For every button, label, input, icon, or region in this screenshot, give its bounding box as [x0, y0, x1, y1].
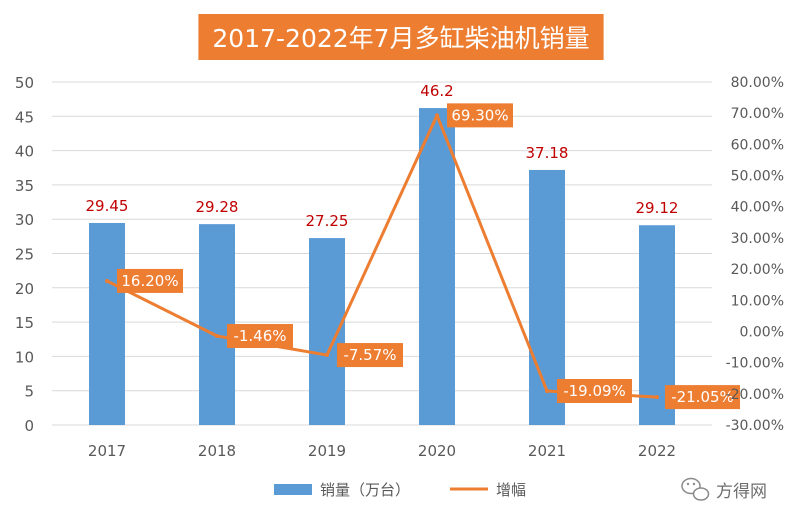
y-left-tick-label: 35: [15, 177, 34, 195]
y-right-tick-label: 80.00%: [731, 75, 784, 91]
y-left-tick-label: 15: [15, 314, 34, 332]
bar-value-label: 27.25: [306, 212, 349, 230]
bar-value-label: 29.28: [196, 198, 239, 216]
line-label-box: [665, 385, 740, 410]
bar-series: 29.45 29.28 27.25 46.2 37.18 29.12: [86, 82, 679, 426]
y-left-tick-label: 20: [15, 280, 34, 298]
bar: [89, 222, 125, 425]
wechat-icon: [681, 477, 710, 501]
y-right-tick-label: 30.00%: [731, 231, 784, 247]
line-point: [655, 395, 659, 400]
line-value-label: -19.09%: [563, 382, 626, 400]
x-tick-label: 2020: [418, 442, 456, 460]
line-value-label: 69.30%: [451, 106, 508, 124]
line-series: 16.20% -1.46% -7.57% 69.30% -19.09% -21.05%: [105, 103, 740, 410]
y-right-tick-label: 40.00%: [731, 200, 784, 216]
line-label-box: [227, 324, 293, 349]
line-point: [545, 388, 549, 393]
y-left-tick-label: 40: [15, 143, 34, 161]
watermark-text: 方得网: [716, 482, 767, 502]
chart-title-background: [198, 14, 604, 60]
x-tick-label: 2019: [308, 442, 346, 460]
y-right-tick-label: 70.00%: [731, 106, 784, 122]
legend-bar-label: 销量（万台）: [320, 481, 410, 499]
y-left-tick-label: 25: [15, 246, 34, 264]
line-point: [435, 113, 439, 118]
line-label-box: [557, 378, 632, 403]
bar: [419, 108, 455, 426]
line-value-label: -21.05%: [671, 388, 734, 406]
line-value-label: -1.46%: [233, 327, 286, 345]
x-tick-label: 2018: [198, 442, 236, 460]
line-label-box: [117, 268, 183, 293]
y-right-tick-label: 20.00%: [731, 262, 784, 278]
y-left-tick-label: 50: [15, 74, 34, 92]
line-label-box: [337, 343, 403, 368]
axes: 0 5 10 15 20 25 30 35 40 45 50 -30.00% -20.00% -10.00…: [15, 74, 784, 460]
bar-value-label: 29.45: [86, 197, 129, 215]
line-point: [105, 278, 109, 283]
y-left-tick-label: 45: [15, 108, 34, 126]
watermark: 方得网: [681, 477, 767, 502]
y-left-tick-label: 30: [15, 211, 34, 229]
bar: [309, 238, 345, 425]
legend: 销量（万台） 增幅: [274, 481, 526, 499]
y-left-tick-label: 10: [15, 348, 34, 366]
y-right-tick-label: 60.00%: [731, 137, 784, 153]
y-left-tick-label: 5: [24, 383, 34, 401]
x-tick-label: 2017: [88, 442, 126, 460]
x-tick-label: 2021: [528, 442, 566, 460]
legend-bar-swatch: [274, 484, 312, 495]
y-right-tick-label: 10.00%: [731, 293, 784, 309]
legend-line-label: 增幅: [496, 481, 526, 499]
y-right-tick-label: -30.00%: [726, 418, 784, 434]
y-right-tick-label: 50.00%: [731, 169, 784, 185]
line-point: [325, 353, 329, 358]
chart-title-group: 2017-2022年7月多缸柴油机销量: [198, 14, 604, 60]
y-right-tick-label: 0.00%: [740, 324, 784, 340]
y-right-tick-label: -10.00%: [726, 356, 784, 372]
line-value-label: 16.20%: [121, 272, 178, 290]
bar-value-label: 29.12: [636, 199, 679, 217]
bar-value-label: 37.18: [526, 144, 569, 162]
line-label-box: [447, 103, 513, 128]
bar-value-label: 46.2: [420, 82, 453, 100]
y-right-tick-label: -20.00%: [726, 387, 784, 403]
chart-title: 2017-2022年7月多缸柴油机销量: [212, 24, 589, 53]
line-point: [215, 334, 219, 339]
line-value-label: -7.57%: [343, 346, 396, 364]
x-tick-label: 2022: [638, 442, 676, 460]
y-left-tick-label: 0: [24, 417, 34, 435]
